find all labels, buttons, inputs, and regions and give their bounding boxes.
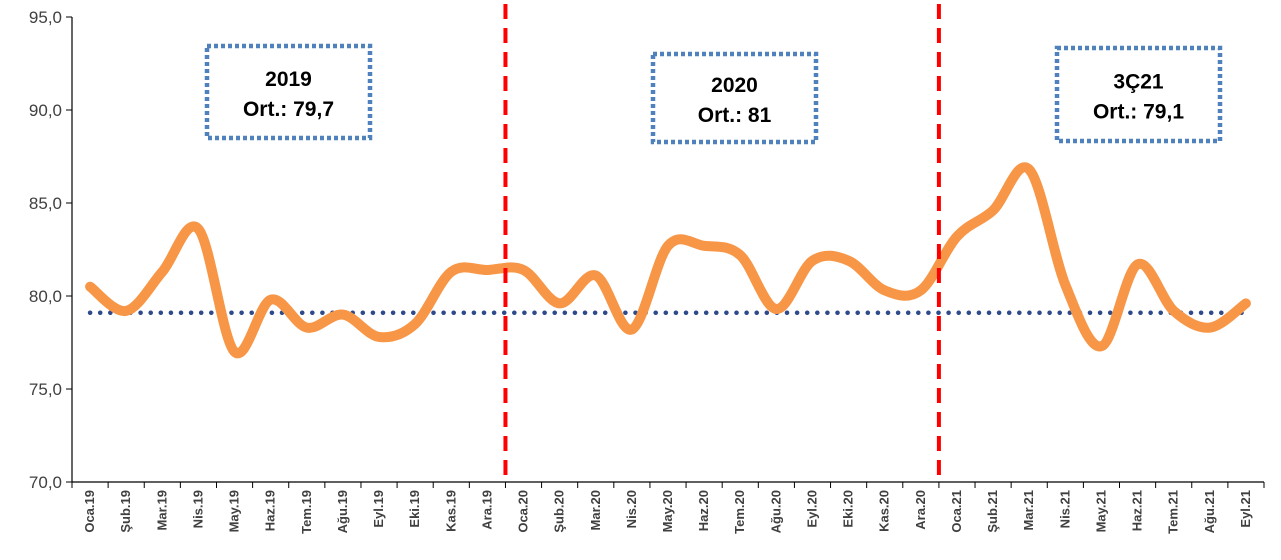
y-tick-label: 85,0 <box>29 194 62 213</box>
x-tick-label: Haz.21 <box>1130 490 1145 531</box>
x-tick-label: Haz.19 <box>263 490 278 531</box>
annotations: 2019 Ort.: 79,7 2020 Ort.: 81 3Ç21 Ort.: 79,1 <box>204 43 1223 145</box>
x-tick-label: Eyl.20 <box>804 490 819 528</box>
annotation-border <box>650 51 819 145</box>
x-tick-label: Oca.20 <box>516 490 531 533</box>
axes: 70,0 75,0 80,0 85,0 90,0 95,0 Oca.19 Şub.19 Mar.… <box>29 8 1265 534</box>
annotation-average: Ort.: 81 <box>698 104 772 127</box>
series-line <box>85 162 1251 359</box>
x-tick-label: Mar.21 <box>1021 490 1036 530</box>
y-tick-label: 90,0 <box>29 101 62 120</box>
x-tick-label: Oca.21 <box>949 490 964 533</box>
x-tick-label: Tem.19 <box>299 490 314 534</box>
x-tick-label: Mar.20 <box>588 490 603 530</box>
annotation-average: Ort.: 79,1 <box>1093 101 1184 124</box>
annotation-border <box>1054 45 1223 144</box>
x-tick-label: Nis.20 <box>624 490 639 528</box>
y-tick-label: 75,0 <box>29 380 62 399</box>
x-tick-label: Nis.21 <box>1057 490 1072 528</box>
x-tick-label: Haz.20 <box>696 490 711 531</box>
period-dividers <box>503 4 941 482</box>
annotation-box: 3Ç21 Ort.: 79,1 <box>1054 45 1223 144</box>
x-tick-label: May.21 <box>1093 490 1108 532</box>
annotation-border <box>204 43 373 141</box>
y-tick-label: 70,0 <box>29 473 62 492</box>
annotation-box: 2019 Ort.: 79,7 <box>204 43 373 141</box>
x-tick-label: Eki.19 <box>407 490 422 528</box>
annotation-box: 2020 Ort.: 81 <box>650 51 819 145</box>
x-tick-label: Mar.19 <box>154 490 169 530</box>
x-tick-label: Şub.21 <box>985 490 1000 533</box>
annotation-year: 2020 <box>711 74 758 97</box>
y-tick-label: 80,0 <box>29 287 62 306</box>
x-tick-label: Tem.20 <box>732 490 747 534</box>
x-tick-label: Eyl.19 <box>371 490 386 528</box>
y-tick-label: 95,0 <box>29 8 62 27</box>
x-tick-label: Ağu.21 <box>1202 490 1217 533</box>
x-tick-label: Eki.20 <box>841 490 856 528</box>
x-tick-label: May.19 <box>227 490 242 532</box>
x-tick-label: Nis.19 <box>190 490 205 528</box>
x-tick-label: Kas.20 <box>877 490 892 532</box>
x-tick-label: Ağu.20 <box>768 490 783 533</box>
x-tick-label: May.20 <box>660 490 675 532</box>
x-tick-label: Oca.19 <box>82 490 97 533</box>
annotation-year: 2019 <box>265 68 312 91</box>
x-tick-label: Tem.21 <box>1166 490 1181 534</box>
annotation-year: 3Ç21 <box>1113 71 1164 94</box>
x-tick-label: Ara.19 <box>479 490 494 530</box>
x-tick-label: Ara.20 <box>913 490 928 530</box>
x-tick-label: Şub.19 <box>118 490 133 533</box>
series-group <box>85 162 1251 359</box>
x-tick-label: Şub.20 <box>552 490 567 533</box>
x-tick-label: Kas.19 <box>443 490 458 532</box>
annotation-average: Ort.: 79,7 <box>243 98 334 121</box>
x-tick-label: Eyl.21 <box>1238 490 1253 528</box>
x-tick-label: Ağu.19 <box>335 490 350 533</box>
